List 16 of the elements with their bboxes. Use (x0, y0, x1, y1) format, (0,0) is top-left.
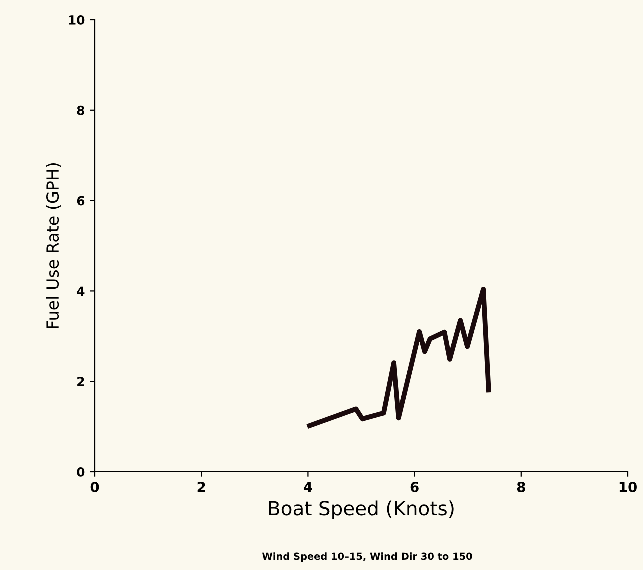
x-axis-title: Boat Speed (Knots) (269, 500, 454, 520)
y-tick-label: 6 (77, 196, 85, 206)
y-tick-label: 10 (69, 15, 85, 25)
y-tick-label: 8 (77, 106, 84, 116)
line-series (307, 286, 492, 428)
x-tick-label: 0 (90, 482, 100, 492)
x-tick-label: 10 (620, 482, 637, 492)
y-axis-title: Fuel Use Rate (GPH) (46, 164, 62, 328)
text: Wind Speed 10–15, Wind Dir 30 to 150 (262, 552, 472, 562)
x-tick-label: 8 (517, 482, 526, 492)
x-tick-label: 2 (198, 482, 206, 492)
y-tick-label: 2 (78, 377, 84, 386)
y-tick-label: 4 (77, 286, 85, 296)
y-tick-label: 0 (77, 467, 85, 477)
x-tick-label: 6 (410, 482, 419, 492)
x-tick-label: 4 (304, 482, 312, 492)
